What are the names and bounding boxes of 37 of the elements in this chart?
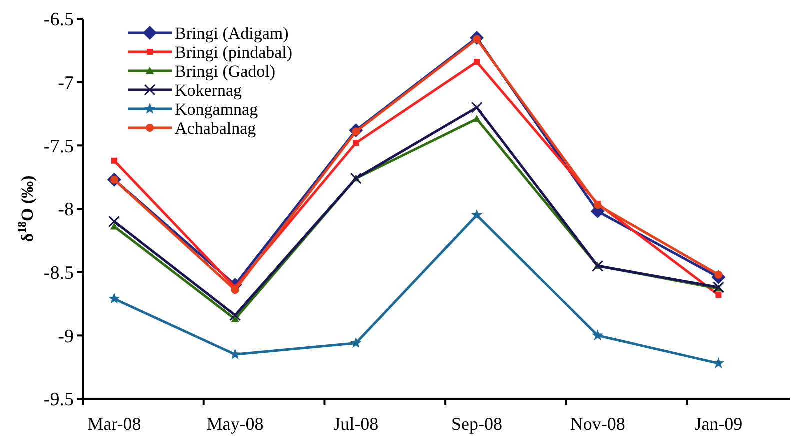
x-tick-label: Jan-09 — [694, 414, 743, 434]
y-tick-label: -8 — [58, 200, 74, 221]
point — [592, 260, 604, 272]
legend-label: Bringi (Adigam) — [175, 24, 289, 43]
point — [350, 337, 362, 348]
legend-label: Kokernag — [175, 80, 243, 100]
point — [472, 115, 481, 122]
point — [108, 216, 120, 228]
y-tick-label: -7.5 — [44, 136, 74, 158]
legend-label: Bringi (pindabal) — [175, 42, 293, 62]
point — [474, 59, 480, 66]
x-tick-label: Jul-08 — [334, 414, 379, 434]
x-tick-label: Mar-08 — [88, 414, 142, 434]
legend-label: Achabalnag — [175, 118, 257, 138]
point — [230, 348, 241, 360]
legend-label: Bringi (Gadol) — [175, 62, 276, 81]
point — [111, 158, 118, 164]
point — [592, 330, 604, 341]
x-tick-label: Sep-08 — [451, 414, 502, 434]
y-tick-label: -9.5 — [44, 390, 74, 411]
point — [231, 286, 240, 294]
point — [108, 292, 120, 304]
y-tick-label: -6.5 — [44, 10, 74, 31]
legend-label: Kongamnag — [175, 100, 259, 119]
y-tick-label: -9 — [58, 326, 74, 348]
point — [471, 102, 483, 114]
point — [353, 140, 360, 146]
point — [712, 282, 724, 294]
point — [350, 172, 362, 184]
point — [594, 201, 602, 210]
point — [110, 222, 118, 230]
x-tick-label: May-08 — [206, 414, 264, 434]
point — [716, 292, 722, 298]
x-tick-label: Nov-08 — [570, 414, 626, 434]
y-tick-label: -8.5 — [44, 262, 74, 284]
point — [471, 209, 483, 220]
y-tick-label: -7 — [58, 72, 74, 94]
